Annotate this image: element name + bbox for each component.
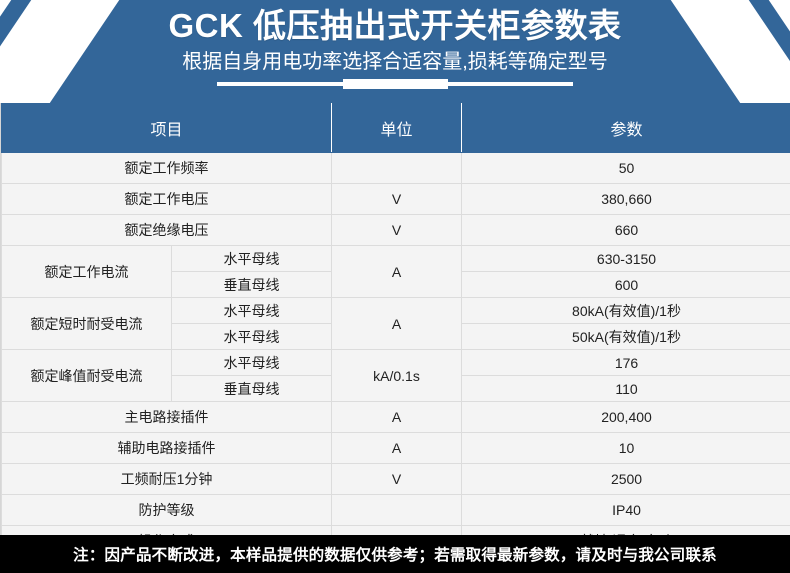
table-row: 垂直母线 110 — [2, 375, 790, 402]
table-row: 额定工作电流 水平母线 A 630-3150 — [1, 245, 790, 298]
cell-param: 50kA(有效值)/1秒 — [461, 323, 790, 350]
cell-item: 额定工作电压 — [0, 183, 333, 215]
cell-param: 176 — [461, 349, 790, 376]
cell-param: 10 — [461, 432, 790, 464]
cell-param: 600 — [461, 271, 790, 298]
cell-item: 主电路接插件 — [0, 401, 333, 433]
cell-sub-item: 水平母线 — [170, 297, 333, 324]
table-row: 额定峰值耐受电流 水平母线 kA/0.1s 176 — [1, 349, 790, 402]
banner-divider — [217, 79, 573, 89]
cell-unit: V — [331, 463, 463, 495]
table-row: 工频耐压1分钟 V 2500 — [0, 463, 790, 495]
parameter-table-wrapper: 项目 单位 参数 额定工作频率 50 额定工作电压 V 380,660 — [0, 103, 790, 557]
table-row: 主电路接插件 A 200,400 — [0, 401, 790, 433]
cell-sub-item: 水平母线 — [170, 245, 333, 272]
table-row: 辅助电路接插件 A 10 — [0, 432, 790, 464]
cell-item: 额定工作频率 — [0, 152, 333, 184]
cell-item: 额定绝缘电压 — [0, 214, 333, 246]
cell-item: 辅助电路接插件 — [0, 432, 333, 464]
cell-param: IP40 — [461, 494, 790, 526]
cell-param: 50 — [461, 152, 790, 184]
cell-unit: V — [331, 214, 463, 246]
cell-item: 额定峰值耐受电流 — [1, 349, 172, 402]
table-row: 额定工作频率 50 — [0, 152, 790, 184]
table-row: 防护等级 IP40 — [0, 494, 790, 526]
cell-param: 200,400 — [461, 401, 790, 433]
table-header-row: 项目 单位 参数 — [0, 103, 790, 153]
page-subtitle: 根据自身用电功率选择合适容量,损耗等确定型号 — [182, 51, 608, 73]
cell-param: 80kA(有效值)/1秒 — [461, 297, 790, 324]
cell-item: 防护等级 — [0, 494, 333, 526]
cell-item: 工频耐压1分钟 — [0, 463, 333, 495]
column-header-item: 项目 — [0, 103, 333, 153]
table-row: 额定工作电压 V 380,660 — [0, 183, 790, 215]
cell-unit — [331, 152, 463, 184]
cell-unit: A — [331, 432, 463, 464]
cell-item: 额定工作电流 — [1, 245, 172, 298]
column-header-unit: 单位 — [331, 103, 463, 153]
cell-sub-item: 水平母线 — [170, 349, 333, 376]
cell-unit: A — [331, 401, 463, 433]
cell-param: 2500 — [461, 463, 790, 495]
footer-note: 注：因产品不断改进，本样品提供的数据仅供参考；若需取得最新参数，请及时与我公司联… — [0, 535, 790, 573]
cell-unit: A — [331, 297, 463, 350]
cell-param: 110 — [461, 375, 790, 402]
cell-item: 额定短时耐受电流 — [1, 297, 172, 350]
parameter-table: 项目 单位 参数 额定工作频率 50 额定工作电压 V 380,660 — [0, 103, 790, 557]
cell-sub-item: 垂直母线 — [170, 271, 333, 298]
column-header-param: 参数 — [461, 103, 790, 153]
banner-content: GCK 低压抽出式开关柜参数表 根据自身用电功率选择合适容量,损耗等确定型号 — [0, 0, 790, 103]
cell-unit — [331, 494, 463, 526]
cell-sub-item: 水平母线 — [170, 323, 333, 350]
table-row: 额定绝缘电压 V 660 — [0, 214, 790, 246]
cell-param: 630-3150 — [461, 245, 790, 272]
cell-unit: A — [331, 245, 463, 298]
cell-unit: V — [331, 183, 463, 215]
cell-unit: kA/0.1s — [331, 349, 463, 402]
cell-param: 380,660 — [461, 183, 790, 215]
table-row: 额定短时耐受电流 水平母线 A 80kA(有效值)/1秒 — [1, 297, 790, 350]
cell-sub-item: 垂直母线 — [170, 375, 333, 402]
page-banner: GCK 低压抽出式开关柜参数表 根据自身用电功率选择合适容量,损耗等确定型号 — [0, 0, 790, 103]
page-title: GCK 低压抽出式开关柜参数表 — [168, 7, 622, 44]
cell-param: 660 — [461, 214, 790, 246]
